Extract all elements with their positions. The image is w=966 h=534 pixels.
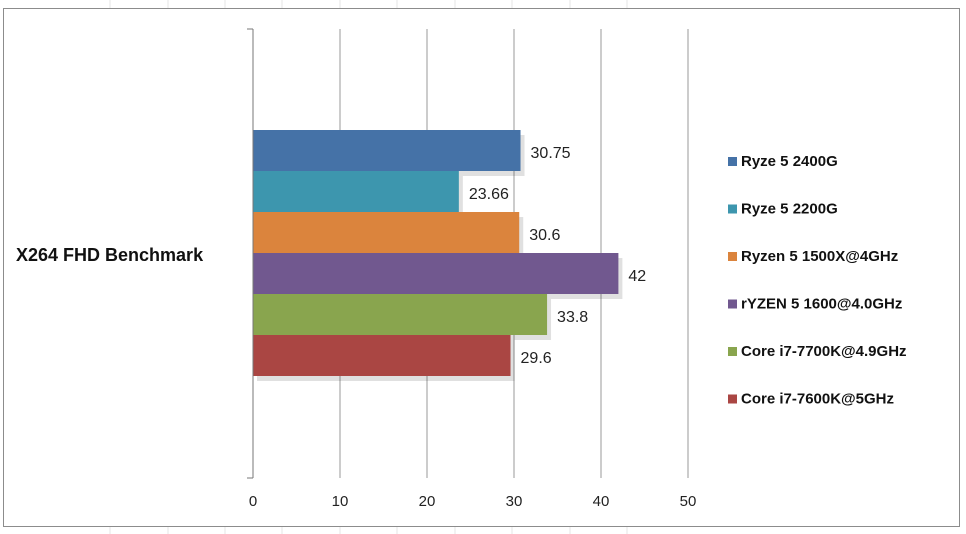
legend-label: Core i7-7700K@4.9GHz bbox=[741, 343, 907, 360]
bar-chart: 0 10 20 30 40 50 30.75 23.66 30.6 42 33.8 29.6 X26… bbox=[16, 28, 907, 510]
legend-swatch bbox=[728, 204, 737, 214]
data-label: 30.75 bbox=[531, 145, 571, 162]
x-tick-label: 10 bbox=[332, 493, 349, 510]
legend-label: rYZEN 5 1600@4.0GHz bbox=[741, 296, 902, 313]
data-label: 42 bbox=[628, 268, 646, 285]
bar[interactable] bbox=[253, 253, 619, 294]
axes bbox=[247, 28, 254, 479]
legend-swatch bbox=[728, 252, 737, 261]
bar[interactable] bbox=[253, 294, 548, 335]
data-labels: 30.75 23.66 30.6 42 33.8 29.6 bbox=[469, 145, 646, 367]
bar[interactable] bbox=[253, 212, 520, 253]
legend[interactable]: Ryze 5 2400G Ryze 5 2200G Ryzen 5 1500X@4G… bbox=[728, 153, 907, 408]
x-tick-label: 40 bbox=[593, 493, 610, 510]
legend-label: Ryze 5 2400G bbox=[741, 153, 838, 170]
category-label: X264 FHD Benchmark bbox=[16, 245, 204, 265]
x-tick-label: 20 bbox=[419, 493, 436, 510]
x-tick-label: 30 bbox=[506, 493, 523, 510]
data-label: 29.6 bbox=[521, 350, 552, 367]
x-tick-label: 50 bbox=[680, 493, 697, 510]
x-axis-ticks: 0 10 20 30 40 50 bbox=[249, 493, 697, 510]
legend-label: Ryzen 5 1500X@4GHz bbox=[741, 248, 898, 265]
data-label: 33.8 bbox=[557, 309, 588, 326]
data-label: 23.66 bbox=[469, 186, 509, 203]
bars bbox=[253, 130, 623, 381]
legend-label: Ryze 5 2200G bbox=[741, 201, 838, 218]
data-label: 30.6 bbox=[529, 227, 560, 244]
bar[interactable] bbox=[253, 130, 521, 171]
legend-swatch bbox=[728, 157, 737, 166]
bar[interactable] bbox=[253, 335, 511, 376]
legend-swatch bbox=[728, 347, 737, 356]
legend-label: Core i7-7600K@5GHz bbox=[741, 391, 894, 408]
chart-area[interactable]: 0 10 20 30 40 50 30.75 23.66 30.6 42 33.8 29.6 X26… bbox=[3, 8, 960, 527]
bar[interactable] bbox=[253, 171, 459, 212]
legend-swatch bbox=[728, 394, 737, 404]
legend-swatch bbox=[728, 299, 737, 309]
x-tick-label: 0 bbox=[249, 493, 257, 510]
